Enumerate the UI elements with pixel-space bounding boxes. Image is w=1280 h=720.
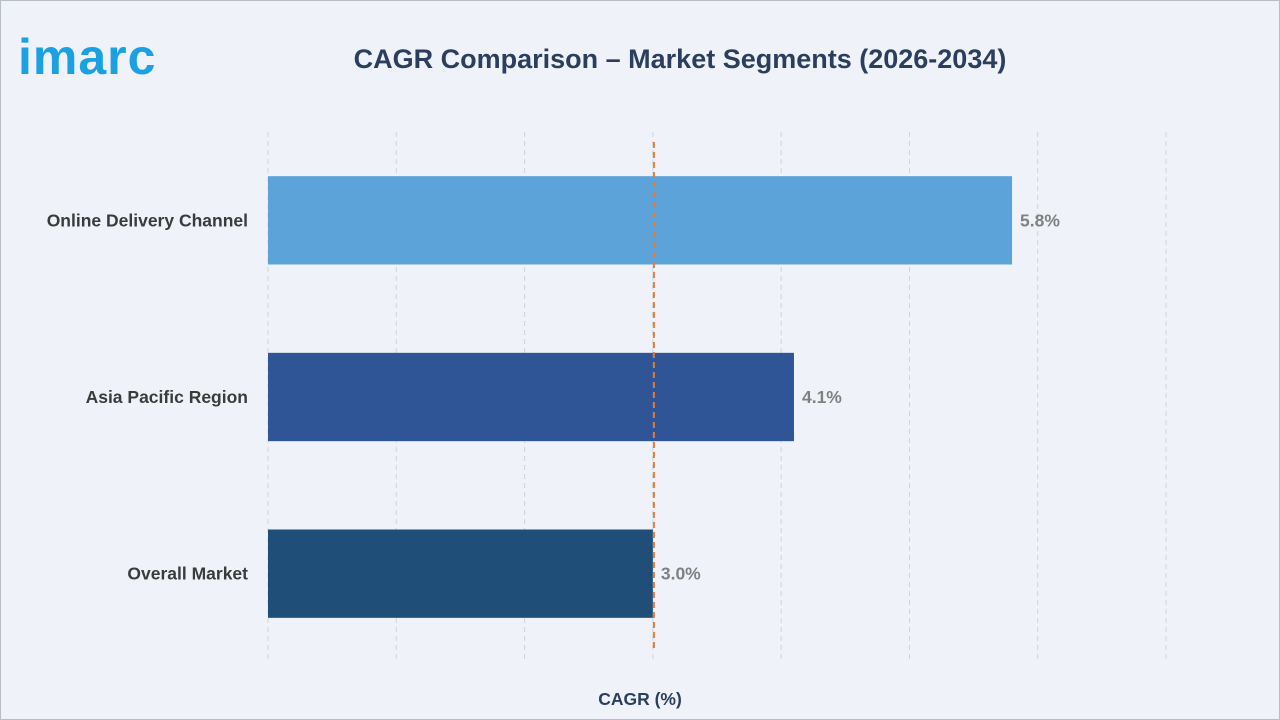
value-label: 3.0%: [661, 564, 701, 584]
value-label: 5.8%: [1020, 210, 1060, 230]
chart-title: CAGR Comparison – Market Segments (2026-…: [353, 44, 1007, 74]
bar: [268, 352, 794, 442]
value-label: 4.1%: [802, 387, 842, 407]
category-label: Online Delivery Channel: [47, 210, 248, 230]
logo-text: imarc: [18, 29, 156, 85]
bar: [268, 529, 653, 618]
bar: [268, 176, 1013, 265]
x-axis-title: CAGR (%): [598, 689, 682, 709]
category-label: Overall Market: [127, 564, 248, 584]
imarc-logo: imarc: [18, 29, 156, 85]
category-label: Asia Pacific Region: [86, 387, 248, 407]
